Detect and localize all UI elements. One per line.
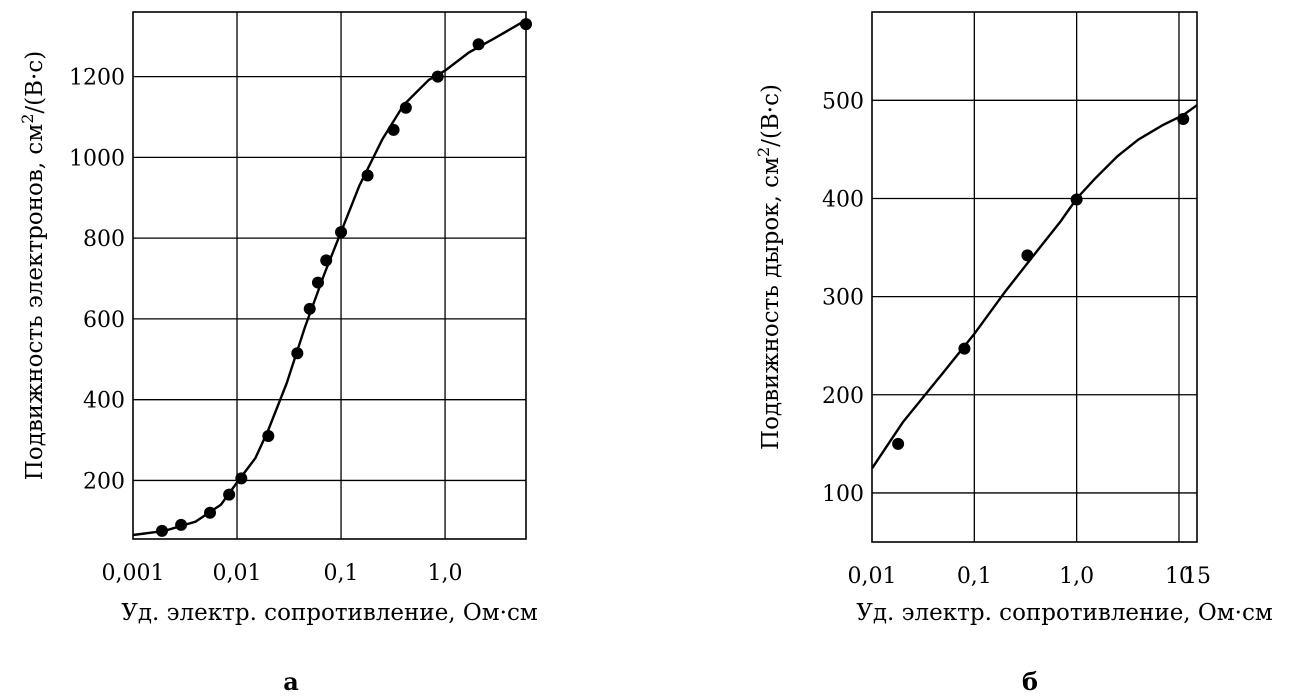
x-axis-label: Уд. электр. сопротивление, Ом·см	[856, 600, 1273, 626]
data-point	[399, 101, 412, 114]
y-tick-label: 200	[822, 384, 864, 409]
y-tick-label: 600	[83, 308, 125, 333]
data-point	[311, 276, 324, 289]
x-tick-label: 0,1	[324, 561, 359, 586]
plot-frame	[871, 11, 1198, 543]
panel-label: а	[283, 667, 299, 696]
x-axis-label: Уд. электр. сопротивление, Ом·см	[121, 600, 538, 626]
data-point	[335, 226, 348, 239]
data-point	[223, 488, 236, 501]
y-tick-label: 1000	[69, 146, 125, 171]
chart-panel-a: 0,001 0,01 0,1 1,0 200 400 600 800 1000 1200 Уд. э…	[18, 11, 538, 696]
y-tick-label: 1200	[69, 66, 125, 91]
data-point	[235, 472, 248, 485]
x-tick-label: 1,0	[428, 561, 463, 586]
y-tick-label: 200	[83, 469, 125, 494]
x-tick-label: 15	[1183, 564, 1211, 589]
y-tick-label: 800	[83, 227, 125, 252]
panel-label: б	[1022, 667, 1038, 696]
data-point	[1021, 249, 1034, 262]
data-point	[1070, 193, 1083, 206]
data-point	[472, 38, 485, 51]
data-point	[204, 506, 217, 519]
data-point	[361, 169, 374, 182]
x-tick-label: 0,01	[213, 561, 262, 586]
data-point	[1177, 112, 1190, 125]
y-tick-label: 100	[822, 482, 864, 507]
data-point	[262, 430, 275, 443]
data-point	[387, 123, 400, 136]
data-point	[892, 437, 905, 450]
plot-frame	[132, 11, 527, 540]
data-point	[303, 302, 316, 315]
data-point	[958, 342, 971, 355]
x-tick-label: 0,01	[848, 564, 897, 589]
x-tick-label: 10	[1165, 564, 1193, 589]
y-tick-label: 300	[822, 286, 864, 311]
y-axis-label: Подвижность дырок, см2/(В·с)	[754, 84, 784, 450]
series-curve	[132, 19, 527, 537]
y-tick-label: 400	[83, 389, 125, 414]
x-tick-label: 0,1	[957, 564, 992, 589]
series-curve	[871, 104, 1198, 470]
data-point	[431, 70, 444, 83]
y-axis-label: Подвижность электронов, см2/(В·с)	[18, 51, 48, 480]
x-tick-label: 0,001	[102, 561, 165, 586]
y-tick-label: 400	[822, 187, 864, 212]
x-tick-label: 1,0	[1059, 564, 1094, 589]
data-point	[291, 347, 304, 360]
data-point	[520, 18, 532, 31]
data-point	[320, 254, 333, 267]
y-tick-label: 500	[822, 89, 864, 114]
data-point	[175, 518, 188, 531]
data-point	[155, 524, 168, 537]
